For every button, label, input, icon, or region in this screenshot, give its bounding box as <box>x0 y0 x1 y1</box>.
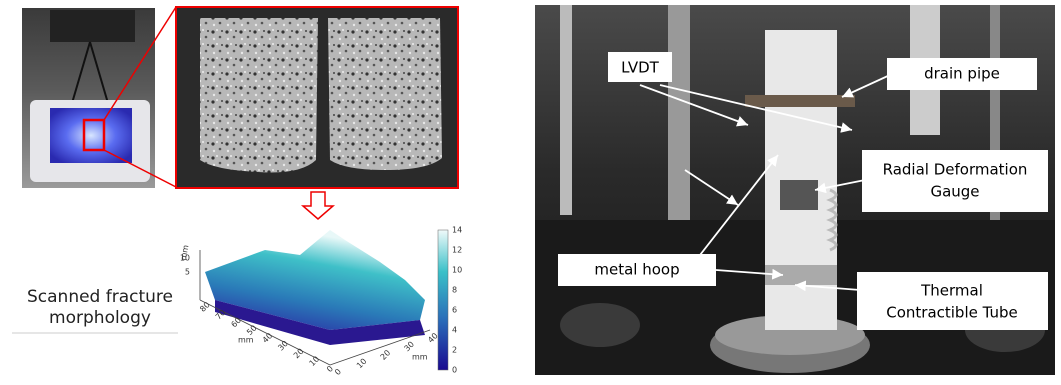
figure: 14121086420105mm80706050403020100mm01020… <box>0 0 1061 385</box>
colorbar-tick: 12 <box>452 246 462 255</box>
x-tick: 20 <box>379 348 393 362</box>
down-arrow <box>303 192 333 219</box>
x-tick: 10 <box>355 357 369 371</box>
colorbar-tick: 4 <box>452 326 457 335</box>
label-text: Gauge <box>930 183 979 201</box>
label-text: drain pipe <box>924 65 1000 83</box>
z-tick: 5 <box>185 268 190 277</box>
label-text: metal hoop <box>594 261 679 279</box>
label-text: Radial Deformation <box>883 161 1028 179</box>
y-tick: 40 <box>261 331 275 345</box>
y-tick: 20 <box>292 347 306 361</box>
page: {"left_panel": { "caption": ["Scanned fr… <box>0 0 1061 385</box>
y-unit: mm <box>238 336 254 345</box>
label-text: Thermal <box>920 282 983 300</box>
scanner-photo <box>22 8 155 188</box>
colorbar-tick: 2 <box>452 346 457 355</box>
x-tick: 40 <box>426 331 440 345</box>
y-tick: 10 <box>308 354 322 368</box>
colorbar-tick: 8 <box>452 286 457 295</box>
y-tick: 30 <box>276 339 290 353</box>
x-tick: 30 <box>402 340 416 354</box>
granite-photo <box>176 7 458 188</box>
x-unit: mm <box>412 353 428 362</box>
label-text: LVDT <box>621 59 660 77</box>
colorbar-tick: 10 <box>452 266 462 275</box>
colorbar-tick: 6 <box>452 306 457 315</box>
x-tick: 0 <box>333 367 343 377</box>
caption-line: morphology <box>49 308 151 328</box>
colorbar-tick: 14 <box>452 226 462 235</box>
label-text: Contractible Tube <box>886 304 1018 322</box>
caption-line: Scanned fracture <box>27 287 173 307</box>
y-tick: 80 <box>198 300 212 314</box>
colorbar-tick: 0 <box>452 366 457 375</box>
